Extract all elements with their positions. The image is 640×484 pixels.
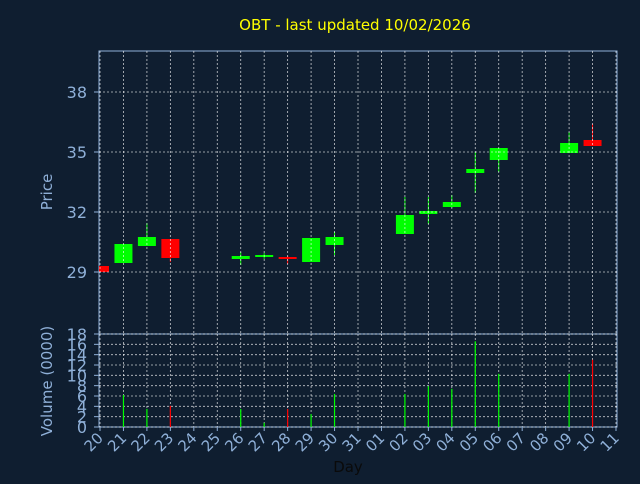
y-tick-label: 38	[67, 83, 87, 102]
x-tick-label: 03	[409, 429, 435, 455]
volume-bar	[404, 393, 406, 427]
x-tick-label: 07	[503, 429, 529, 455]
volume-tick-label: 10	[67, 366, 87, 385]
x-tick-label: 29	[292, 429, 318, 455]
volume-tick-label: 6	[77, 387, 87, 406]
volume-tick-label: 2	[77, 408, 87, 427]
x-axis-label: Day	[333, 458, 363, 476]
x-tick-label: 31	[339, 429, 365, 455]
x-tick-label: 06	[479, 429, 505, 455]
volume-bar	[427, 386, 429, 427]
candle-body	[302, 238, 321, 262]
x-tick-label: 11	[597, 429, 623, 455]
candle-body	[114, 244, 133, 263]
volume-bar	[333, 393, 336, 427]
x-tick-label: 01	[362, 429, 388, 455]
x-tick-label: 24	[174, 429, 200, 455]
volume-tick-label: 8	[77, 377, 87, 396]
x-tick-label: 02	[386, 429, 412, 455]
x-tick-label: 25	[198, 429, 224, 455]
y-axis-label: Price	[38, 174, 56, 211]
volume-bar	[263, 422, 265, 427]
volume-bar	[568, 373, 570, 427]
volume-bar	[498, 373, 500, 427]
x-tick-label: 28	[268, 429, 294, 455]
candle-body	[489, 148, 508, 160]
volume-tick-label: 4	[77, 397, 87, 416]
y-tick-label: 32	[67, 203, 87, 222]
volume-bar	[240, 408, 242, 427]
y-tick-label: 35	[67, 143, 87, 162]
x-tick-label: 10	[573, 429, 599, 455]
volume-tick-label: 0	[77, 418, 87, 437]
x-tick-label: 22	[128, 429, 154, 455]
x-tick-label: 09	[550, 429, 576, 455]
candle-body	[137, 237, 156, 246]
x-tick-label: 21	[104, 429, 130, 455]
volume-bar	[287, 408, 289, 427]
chart-title: OBT - last updated 10/02/2026	[239, 16, 471, 34]
candle-body	[278, 257, 297, 259]
volume-bar	[474, 341, 476, 427]
candle-body	[231, 256, 250, 259]
volume-tick-label: 12	[67, 356, 87, 375]
volume-bar	[591, 359, 594, 427]
x-tick-label: 05	[456, 429, 482, 455]
volume-axis-label: Volume (0000)	[38, 326, 56, 436]
volume-tick-label: 16	[67, 335, 87, 354]
x-tick-label: 23	[151, 429, 177, 455]
volume-bar	[310, 414, 312, 427]
x-tick-label: 04	[432, 429, 458, 455]
volume-tick-label: 14	[67, 346, 87, 365]
volume-tick-label: 18	[67, 325, 87, 344]
volume-bar	[146, 408, 148, 427]
volume-bar	[122, 394, 125, 427]
x-tick-label: 26	[221, 429, 247, 455]
x-tick-label: 08	[526, 429, 552, 455]
price-plot	[99, 124, 602, 272]
volume-bar	[169, 405, 171, 427]
x-tick-label: 30	[315, 429, 341, 455]
x-tick-label: 27	[245, 429, 271, 455]
y-tick-label: 29	[67, 263, 87, 282]
candle-body	[99, 266, 109, 272]
volume-bar	[451, 388, 453, 427]
